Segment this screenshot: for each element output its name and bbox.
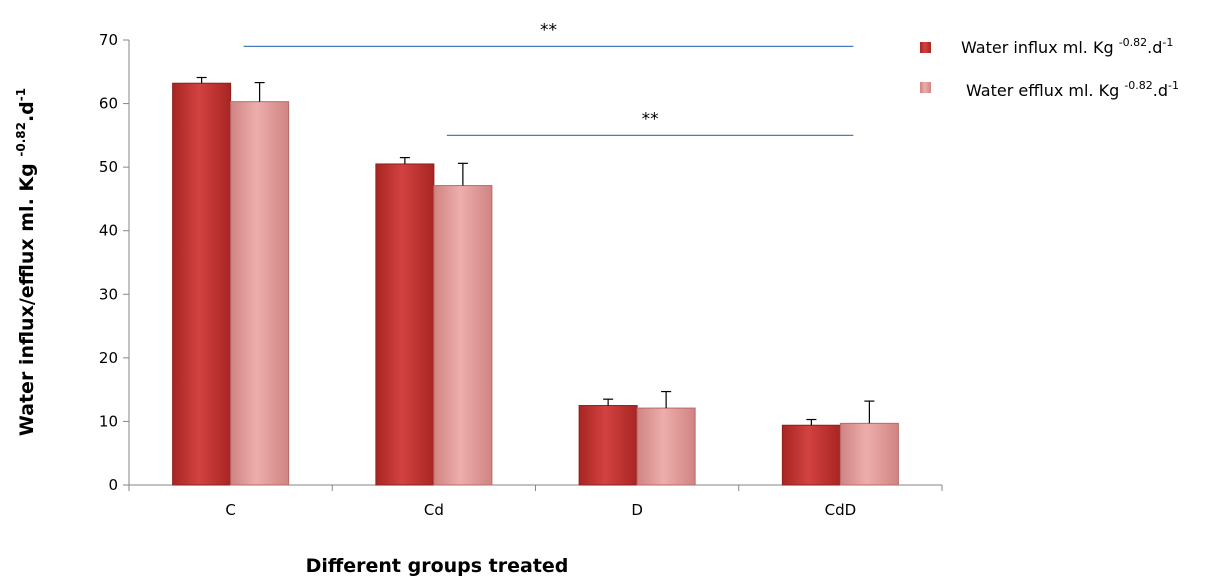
significance-annotations: ** ** (243, 20, 854, 137)
bar-efflux (433, 185, 493, 486)
legend-influx-mid: .d (1147, 38, 1162, 57)
legend-label-influx: Water influx ml. Kg -0.82.d-1 (961, 36, 1173, 57)
y-tick-label: 10 (99, 412, 118, 430)
legend-influx-exp2: -1 (1162, 36, 1173, 49)
y-axis-title-exp: -0.82 (14, 122, 28, 157)
significance-label: ** (642, 109, 659, 129)
bars (172, 82, 899, 486)
error-bars (196, 76, 875, 426)
legend-swatch-influx (920, 42, 931, 53)
y-tick-label: 60 (99, 95, 118, 113)
y-tick-label: 30 (99, 285, 118, 303)
bar-influx (172, 82, 232, 486)
x-tick-label: C (225, 501, 235, 519)
y-tick-label: 50 (99, 158, 118, 176)
y-axis-title-text: Water influx/efflux ml. Kg (16, 157, 38, 436)
y-axis-title-exp2: -1 (14, 88, 28, 101)
x-axis: C Cd D CdD (128, 484, 943, 519)
legend-efflux-text: Water efflux ml. Kg (966, 81, 1124, 100)
legend-influx-text: Water influx ml. Kg (961, 38, 1119, 57)
x-tick-label: Cd (424, 501, 444, 519)
legend: Water influx ml. Kg -0.82.d-1 Water effl… (920, 36, 1179, 100)
bar-efflux (636, 407, 696, 486)
x-tick-label: CdD (825, 501, 857, 519)
y-axis-title-mid: .d (16, 101, 38, 122)
bar-efflux (839, 422, 899, 486)
x-tick-label: D (631, 501, 643, 519)
y-tick-label: 70 (99, 31, 118, 49)
bar-efflux (230, 101, 290, 486)
x-axis-title: Different groups treated (306, 555, 569, 577)
legend-efflux-exp2: -1 (1168, 79, 1179, 92)
y-tick-label: 40 (99, 222, 118, 240)
bar-influx (578, 405, 638, 486)
legend-label-efflux: Water efflux ml. Kg -0.82.d-1 (966, 79, 1179, 100)
bar-influx (781, 424, 841, 486)
y-axis-title: Water influx/efflux ml. Kg -0.82.d-1 (14, 88, 38, 436)
bar-influx (375, 163, 435, 486)
significance-label: ** (540, 20, 557, 40)
y-tick-label: 20 (99, 349, 118, 367)
legend-efflux-mid: .d (1153, 81, 1168, 100)
y-axis: 0 10 20 30 40 50 60 70 (99, 31, 130, 494)
y-tick-label: 0 (108, 476, 118, 494)
legend-influx-exp: -0.82 (1119, 36, 1147, 49)
legend-swatch-efflux (920, 82, 931, 93)
legend-efflux-exp: -0.82 (1124, 79, 1152, 92)
